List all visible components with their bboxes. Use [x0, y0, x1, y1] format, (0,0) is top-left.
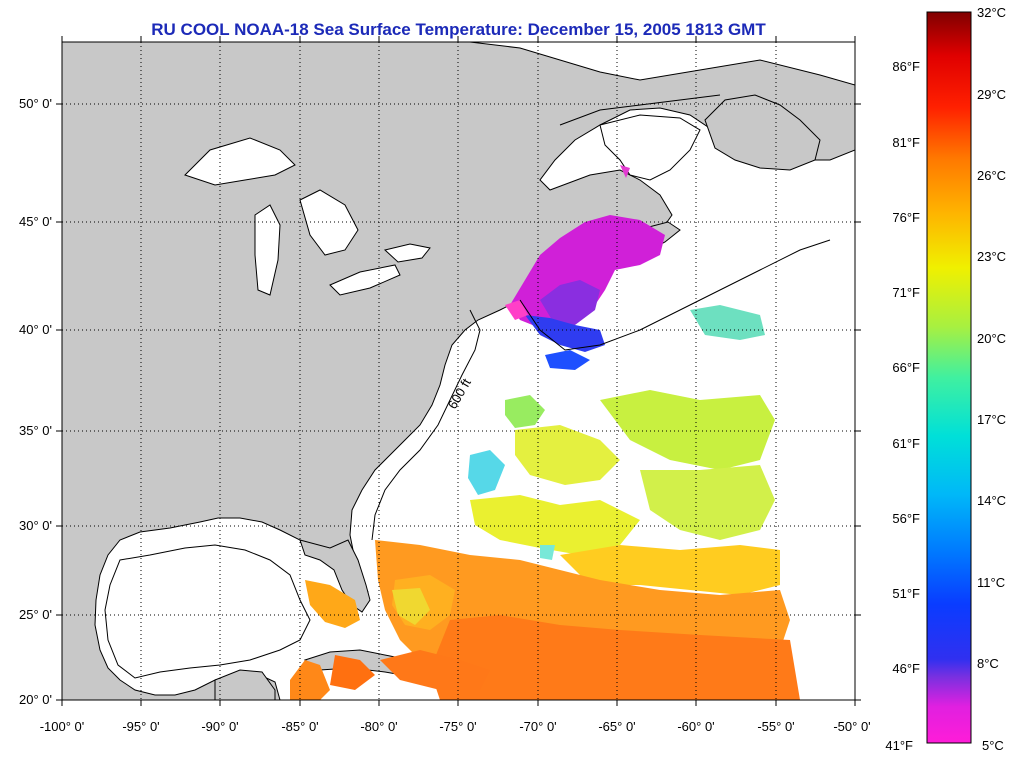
gulf-of-st-lawrence	[599, 114, 701, 181]
fahrenheit-label: 51°F	[892, 586, 920, 601]
lon-label: -55° 0'	[757, 719, 794, 734]
fahrenheit-label: 71°F	[892, 285, 920, 300]
graticule	[62, 42, 855, 700]
longitude-labels: -100° 0' -95° 0' -90° 0' -85° 0' -80° 0'…	[40, 719, 871, 734]
lon-label: -85° 0'	[281, 719, 318, 734]
lon-label: -75° 0'	[439, 719, 476, 734]
lon-label: -80° 0'	[360, 719, 397, 734]
lon-label: -60° 0'	[677, 719, 714, 734]
celsius-label: 17°C	[977, 412, 1006, 427]
tick-marks	[56, 36, 861, 706]
sst-overlay	[290, 165, 800, 700]
celsius-label: 29°C	[977, 87, 1006, 102]
lake-ontario	[383, 243, 431, 263]
fahrenheit-label: 66°F	[892, 360, 920, 375]
florida	[299, 539, 371, 613]
celsius-label: 8°C	[977, 656, 999, 671]
lat-label: 35° 0'	[19, 423, 52, 438]
lat-label: 45° 0'	[19, 214, 52, 229]
celsius-label: 26°C	[977, 168, 1006, 183]
fahrenheit-label: 56°F	[892, 511, 920, 526]
lat-label: 30° 0'	[19, 518, 52, 533]
lon-label: -90° 0'	[201, 719, 238, 734]
lon-label: -70° 0'	[519, 719, 556, 734]
map-title: RU COOL NOAA-18 Sea Surface Temperature:…	[151, 20, 766, 39]
latitude-labels: 50° 0' 45° 0' 40° 0' 35° 0' 30° 0' 25° 0…	[19, 96, 52, 707]
fahrenheit-label: 86°F	[892, 59, 920, 74]
colorbar-fahrenheit-labels: 86°F 81°F 76°F 71°F 66°F 61°F 56°F 51°F …	[885, 59, 920, 753]
celsius-label: 20°C	[977, 331, 1006, 346]
lat-label: 20° 0'	[19, 692, 52, 707]
lon-label: -95° 0'	[122, 719, 159, 734]
lon-label: -65° 0'	[598, 719, 635, 734]
isobath-contours	[104, 94, 831, 679]
lake-michigan	[254, 204, 281, 296]
fahrenheit-label: 61°F	[892, 436, 920, 451]
yucatan	[214, 669, 276, 700]
celsius-label: 14°C	[977, 493, 1006, 508]
color-scale-bar	[926, 11, 972, 744]
fahrenheit-label: 41°F	[885, 738, 913, 753]
celsius-label: 32°C	[977, 5, 1006, 20]
newfoundland	[704, 94, 821, 171]
celsius-label: 11°C	[977, 575, 1005, 590]
lat-label: 40° 0'	[19, 322, 52, 337]
celsius-label: 23°C	[977, 249, 1006, 264]
lake-superior	[184, 137, 296, 186]
lake-huron	[299, 189, 359, 256]
lon-label: -50° 0'	[833, 719, 870, 734]
colorbar-celsius-labels: 32°C 29°C 26°C 23°C 20°C 17°C 14°C 11°C …	[977, 5, 1006, 753]
fahrenheit-label: 81°F	[892, 135, 920, 150]
lat-label: 25° 0'	[19, 607, 52, 622]
fahrenheit-label: 46°F	[892, 661, 920, 676]
fahrenheit-label: 76°F	[892, 210, 920, 225]
lat-label: 50° 0'	[19, 96, 52, 111]
celsius-label: 5°C	[982, 738, 1004, 753]
lake-erie	[329, 264, 401, 296]
lon-label: -100° 0'	[40, 719, 85, 734]
